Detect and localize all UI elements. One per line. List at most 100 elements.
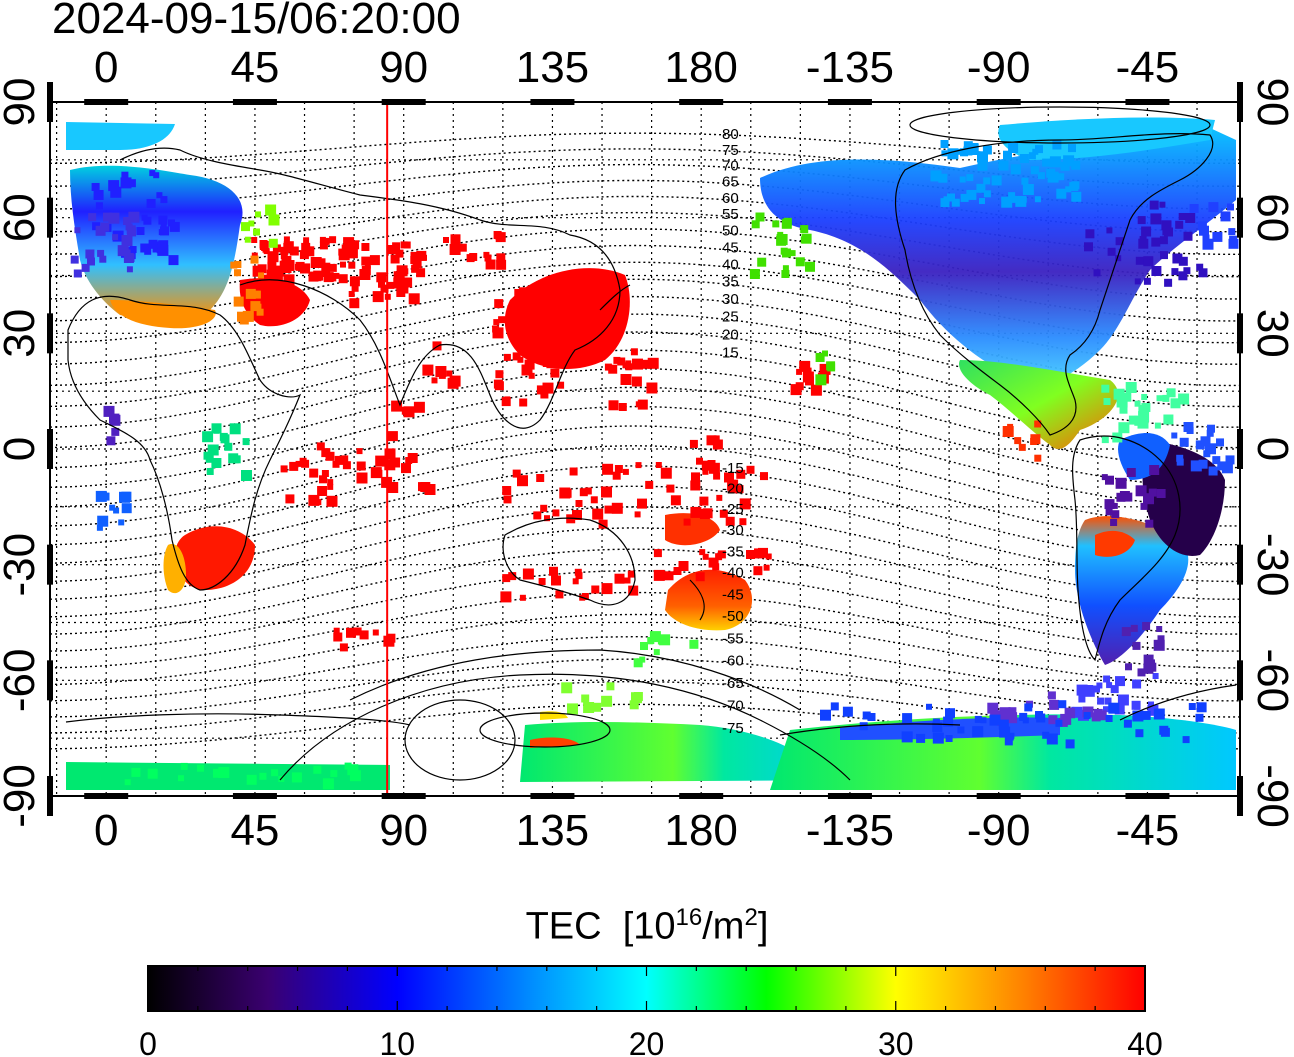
tec-pixel [446,370,453,377]
tec-pixel [1190,460,1202,472]
tec-pixel [649,631,661,643]
tec-pixel [111,427,120,436]
tec-pixel [998,160,1009,171]
tec-pixel [1132,679,1142,689]
tec-pixel [117,245,129,257]
tec-pixel [625,363,633,371]
tec-pixel [608,364,618,374]
tec-pixel [960,193,969,202]
tec-pixel [967,144,979,155]
tec-pixel [1200,436,1211,447]
tec-pixel [1123,492,1133,502]
top-longitude-label: 90 [379,43,428,92]
tec-pixel [334,455,344,465]
tec-pixel [640,642,648,650]
tec-pixel [751,220,760,229]
tec-pixel [1176,454,1184,462]
tec-pixel [702,553,709,560]
tec-pixel [538,327,547,336]
tec-pixel [1030,434,1041,445]
contour-line [50,313,1240,408]
tec-pixel [1134,278,1141,285]
tec-pixel [1208,466,1218,476]
tec-pixel [575,572,583,580]
tec-pixel [690,506,702,518]
contour-line [50,548,1240,635]
tec-pixel [518,287,527,296]
tec-pixel [801,233,812,244]
left-latitude-label: 0 [0,437,44,461]
tec-pixel [496,253,506,263]
tec-pixel [1046,168,1056,178]
tec-pixel [387,482,399,493]
tec-pixel [713,435,720,442]
tec-pixel [815,374,827,386]
tec-pixel [342,461,351,470]
tec-pixel [395,249,404,258]
right-latitude-label: 90 [1248,78,1294,127]
tec-pixel [1008,143,1019,153]
tec-pixel [407,453,418,463]
tec-pixel [1115,255,1122,262]
tec-pixel [827,363,836,372]
tec-pixel [283,236,290,243]
tec-pixel [329,236,337,244]
tec-pixel [611,502,623,514]
tec-pixel [1042,731,1050,739]
contour-label: 45 [722,239,739,256]
tec-pixel [567,703,574,710]
tec-pixel [550,368,560,378]
tec-pixel [380,284,389,293]
contour-label: 40 [722,256,739,273]
contour-line [50,613,1240,686]
tec-pixel [1117,694,1129,706]
tec-pixel [495,370,504,379]
tec-pixel [103,405,115,417]
tec-pixel [1097,697,1105,705]
tec-pixel [715,553,723,561]
top-longitude-label: 180 [664,43,737,92]
tec-pixel [1116,492,1126,502]
tec-pixel [1185,213,1196,223]
tec-pixel [572,578,579,585]
tec-pixel [1132,641,1141,650]
tec-pixel [673,567,682,575]
tec-pixel [930,170,942,182]
tec-pixel [144,247,152,255]
tec-pixel [316,442,325,451]
tec-pixel [647,357,659,369]
tec-pixel [842,706,853,717]
tec-pixel [103,212,112,222]
tec-pixel [664,571,674,581]
tec-pixel [1010,164,1021,175]
tec-pixel [410,256,419,264]
tec-pixel [569,467,578,476]
tec-pixel [252,265,264,277]
tec-pixel [982,145,992,155]
tec-pixel [309,468,319,478]
tec-pixel [272,265,284,277]
tec-pixel [691,472,700,482]
tec-pixel [557,308,565,316]
tec-pixel [327,483,334,490]
tec-pixel [1118,422,1130,434]
tec-pixel [319,475,327,484]
tec-pixel [795,257,805,267]
tec-pixel [326,495,338,507]
colorbar-title: TEC [1016/m2] [0,904,1294,949]
tec-pixel [313,765,322,774]
tec-pixel [998,719,1009,730]
tec-pixel [93,190,104,200]
tec-pixel [572,510,582,520]
tec-pixel [147,768,158,779]
tec-pixel [1196,702,1207,713]
tec-pixel [1030,166,1039,175]
tec-pixel [601,486,612,498]
tec-pixel [1052,140,1062,150]
tec-pixel [81,263,90,272]
tec-pixel [203,451,212,460]
tec-pixel [1138,404,1149,415]
tec-pixel [699,509,710,520]
tec-pixel [945,735,953,742]
tec-pixel [431,377,438,384]
